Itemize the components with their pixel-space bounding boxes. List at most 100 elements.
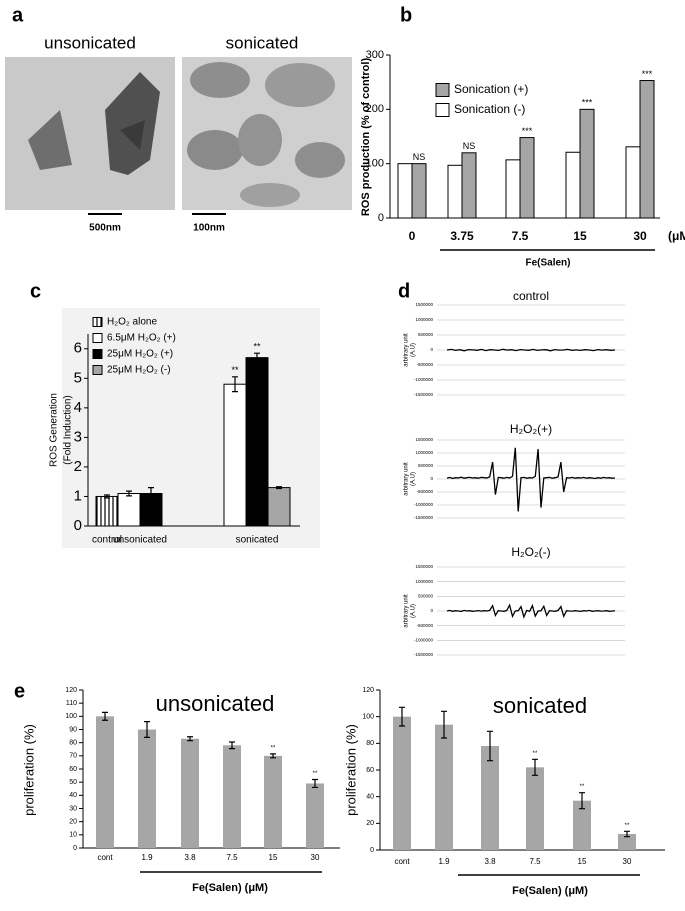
y-tick-label: 60 [366, 767, 374, 774]
significance-label: ** [625, 823, 630, 829]
x-tick-label: 1.9 [141, 853, 153, 862]
trace [446, 348, 616, 352]
x-tick-label: 7.5 [529, 857, 541, 866]
error-bar [102, 711, 108, 721]
y-axis-label: proliferation (%) [343, 724, 358, 816]
y-axis-label: arbitrary unit [404, 333, 410, 367]
x-tick-label: 30 [311, 853, 320, 862]
y-tick-label: 2 [74, 458, 82, 475]
error-bar [104, 494, 110, 499]
y-tick-label: -500000 [416, 489, 433, 494]
significance-label: *** [522, 126, 533, 136]
chart-title: unsonicated [156, 691, 275, 716]
legend-swatch [435, 83, 450, 97]
bar [393, 716, 411, 850]
bar [223, 383, 247, 527]
y-axis-label: (A.U) [411, 472, 417, 486]
bar [411, 163, 427, 219]
y-tick-label: 0 [430, 476, 433, 481]
x-axis-label: Fe(Salen) (μM) [192, 882, 268, 894]
bar [138, 729, 156, 848]
bar [117, 493, 141, 527]
y-axis-label: ROS production (% of control) [360, 58, 372, 217]
error-bar [270, 753, 276, 759]
x-tick-label: 3.75 [450, 229, 474, 243]
trace [446, 447, 616, 512]
y-tick-label: 4 [74, 399, 82, 416]
bar [618, 834, 636, 850]
error-bar [232, 376, 238, 393]
y-tick-label: 1000000 [415, 579, 433, 584]
bar [519, 137, 535, 219]
y-tick-label: 20 [366, 820, 374, 827]
y-tick-label: 5 [74, 369, 82, 386]
y-tick-label: -1500000 [414, 392, 434, 397]
x-tick-label: control [92, 535, 122, 546]
y-tick-label: 500000 [418, 332, 434, 337]
y-tick-label: 1500000 [415, 302, 433, 307]
panel-label: e [14, 680, 25, 702]
significance-label: NS [413, 152, 426, 162]
y-tick-label: 80 [366, 740, 374, 747]
x-tick-label: cont [97, 853, 113, 862]
y-tick-label: 20 [69, 819, 77, 826]
legend-label: Sonication (+) [454, 82, 528, 96]
y-tick-label: 10 [69, 832, 77, 839]
bar [181, 738, 199, 848]
legend-swatch [92, 365, 103, 375]
chart-title: H₂O₂(-) [511, 545, 550, 559]
y-tick-label: 0 [430, 347, 433, 352]
significance-label: ** [313, 771, 318, 777]
error-bar [441, 710, 447, 739]
error-bar [126, 490, 132, 497]
bar [95, 495, 119, 527]
significance-label: ** [533, 751, 538, 757]
y-tick-label: 500000 [418, 463, 434, 468]
y-tick-label: 6 [74, 340, 82, 357]
x-axis-label: Fe(Salen) [525, 258, 570, 269]
scale-label: 100nm [193, 223, 225, 234]
y-tick-label: -1000000 [414, 377, 434, 382]
bar [565, 151, 581, 219]
bar [579, 108, 595, 219]
significance-label: NS [463, 141, 476, 151]
y-tick-label: 90 [69, 726, 77, 733]
x-tick-label: 15 [269, 853, 278, 862]
x-tick-label: 30 [633, 229, 647, 243]
bar [245, 357, 269, 527]
significance-label: ** [271, 745, 276, 751]
y-tick-label: 120 [65, 687, 77, 694]
y-tick-label: 0 [378, 212, 384, 224]
error-bar [532, 758, 538, 776]
error-bar [187, 736, 193, 742]
scale-label: 500nm [89, 223, 121, 234]
x-unit: (μM) [668, 229, 685, 243]
y-tick-label: -1500000 [414, 515, 434, 520]
legend-label: 6.5μM H₂O₂ (+) [107, 333, 176, 344]
panel-label: a [12, 4, 24, 26]
y-tick-label: 30 [69, 805, 77, 812]
bar [461, 152, 477, 219]
x-axis-label: Fe(Salen) (μM) [512, 885, 588, 897]
y-tick-label: 0 [430, 608, 433, 613]
y-tick-label: 100 [362, 714, 374, 721]
legend-swatch [92, 333, 103, 343]
significance-label: *** [642, 69, 653, 79]
x-tick-label: 15 [573, 229, 587, 243]
bar [267, 487, 291, 527]
chart-title: H₂O₂(+) [510, 422, 552, 436]
micrograph [5, 57, 175, 210]
y-tick-label: 0 [370, 847, 374, 854]
legend-label: Sonication (-) [454, 102, 525, 116]
bar [526, 767, 544, 850]
y-axis-label: (A.U) [411, 343, 417, 357]
bar [397, 163, 413, 219]
x-tick-label: unsonicated [113, 535, 167, 546]
y-tick-label: 60 [69, 766, 77, 773]
y-tick-label: 1 [74, 487, 82, 504]
error-bar [148, 487, 154, 501]
error-bar [254, 352, 260, 363]
legend-swatch [92, 317, 103, 327]
bar [435, 724, 453, 850]
